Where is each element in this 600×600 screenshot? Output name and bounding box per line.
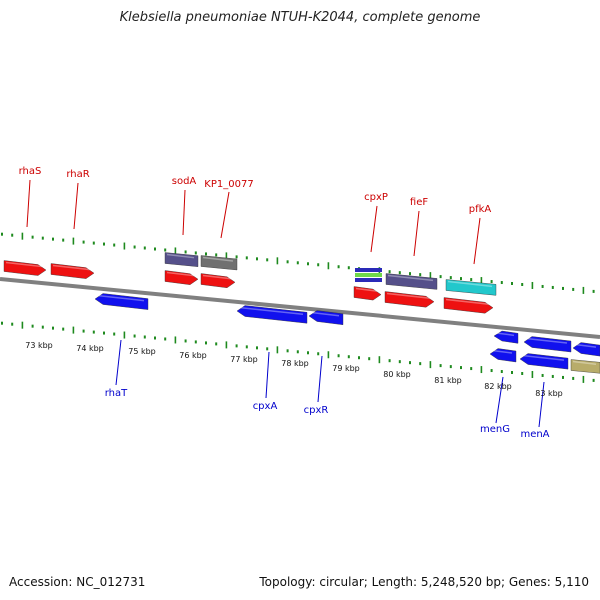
leader-rhaS bbox=[26, 179, 31, 228]
topology-text: Topology: circular; Length: 5,248,520 bp… bbox=[259, 575, 589, 589]
axis-tick-label: 74 kbp bbox=[76, 344, 104, 353]
gene-fieF-sheen bbox=[386, 292, 431, 299]
gene-fieF-alt-sheen bbox=[387, 274, 434, 282]
gene-label-fieF: fieF bbox=[410, 197, 428, 208]
gene-next-alt bbox=[572, 342, 600, 357]
gene-cpxR-sheen bbox=[310, 311, 340, 317]
leader-fieF bbox=[413, 210, 420, 257]
gene-menG-alt-sheen bbox=[495, 332, 515, 337]
gene-tan bbox=[570, 359, 600, 374]
reverse-tick-track bbox=[1, 321, 595, 383]
gene-menA-alt bbox=[523, 336, 572, 353]
gene-sodA-sheen bbox=[166, 271, 195, 277]
leader-rhaR bbox=[73, 182, 79, 230]
gene-label-rhaT: rhaT bbox=[105, 388, 128, 399]
gene-pfkA bbox=[443, 297, 494, 314]
gene-features bbox=[3, 252, 600, 374]
gene-pfkA-alt-sheen bbox=[447, 280, 493, 288]
axis-tick-label: 83 kbp bbox=[535, 389, 563, 398]
leader-cpxA bbox=[265, 351, 270, 399]
gene-kp1-0077-alt-sheen bbox=[202, 256, 234, 262]
gene-menA-sheen bbox=[521, 354, 565, 361]
gene-cpxR bbox=[308, 310, 344, 326]
gene-menG-alt bbox=[493, 330, 519, 344]
gene-menA bbox=[519, 353, 569, 370]
axis-tick-label: 75 kbp bbox=[128, 347, 156, 356]
gene-label-rhaR: rhaR bbox=[66, 169, 89, 180]
gene-cpxA-sheen bbox=[238, 306, 304, 316]
gene-pfkA-sheen bbox=[445, 298, 490, 305]
axis-tick-label: 77 kbp bbox=[230, 355, 258, 364]
gene-cpxP bbox=[353, 286, 382, 301]
gene-tan-sheen bbox=[572, 360, 597, 366]
genome-title: Klebsiella pneumoniae NTUH-K2044, comple… bbox=[119, 10, 481, 25]
gene-kp1-0077 bbox=[200, 273, 236, 288]
leader-pfkA bbox=[473, 217, 481, 265]
gene-menG bbox=[489, 348, 517, 363]
axis-tick-label: 81 kbp bbox=[434, 376, 462, 385]
gene-label-cpxP: cpxP bbox=[364, 192, 388, 203]
gene-sodA-alt-sheen bbox=[166, 253, 195, 259]
leader-sodA bbox=[182, 189, 186, 236]
gene-sodA bbox=[164, 270, 199, 285]
gene-label-cpxR: cpxR bbox=[304, 405, 329, 416]
gene-label-menA: menA bbox=[520, 429, 549, 440]
axis-tick-label: 76 kbp bbox=[179, 351, 207, 360]
axis-tick-label: 82 kbp bbox=[484, 382, 512, 391]
gene-menG-sheen bbox=[491, 349, 513, 354]
gene-rhaR-sheen bbox=[52, 264, 91, 271]
leader-menA bbox=[538, 381, 545, 428]
gene-sodA-alt bbox=[164, 252, 199, 267]
leader-kp1-0077 bbox=[220, 191, 230, 239]
gene-label-cpxA: cpxA bbox=[253, 401, 278, 412]
leader-cpxP bbox=[370, 205, 378, 253]
gene-rhaT bbox=[94, 293, 149, 310]
gene-label-kp1-0077: KP1_0077 bbox=[204, 179, 253, 190]
gene-rhaT-sheen bbox=[96, 294, 145, 302]
leader-rhaT bbox=[115, 339, 122, 386]
leader-cpxR bbox=[317, 355, 323, 403]
gene-cpxA bbox=[236, 305, 308, 324]
gene-fieF bbox=[384, 291, 435, 308]
gene-label-sodA: sodA bbox=[172, 176, 197, 187]
gene-cpxP-stripe bbox=[355, 273, 382, 277]
gene-next-alt-sheen bbox=[574, 343, 597, 348]
axis-tick-label: 79 kbp bbox=[332, 364, 360, 373]
gene-label-pfkA: pfkA bbox=[469, 204, 492, 215]
gene-label-menG: menG bbox=[480, 424, 510, 435]
axis-tick-label: 78 kbp bbox=[281, 359, 309, 368]
gene-cpxP-stripe bbox=[355, 268, 382, 272]
label-leader-lines bbox=[26, 179, 545, 428]
gene-rhaS-sheen bbox=[5, 261, 43, 268]
gene-rhaR bbox=[50, 263, 95, 279]
gene-label-rhaS: rhaS bbox=[19, 166, 42, 177]
gene-menA-alt-sheen bbox=[525, 337, 568, 344]
accession-text: Accession: NC_012731 bbox=[9, 575, 146, 589]
gene-kp1-0077-sheen bbox=[202, 274, 232, 280]
gene-rhaS bbox=[3, 260, 47, 276]
genome-backbone bbox=[0, 277, 600, 339]
axis-tick-label: 80 kbp bbox=[383, 370, 411, 379]
gene-fieF-alt bbox=[385, 273, 438, 290]
forward-tick-track bbox=[1, 232, 595, 294]
leader-menG bbox=[495, 376, 504, 424]
gene-cpxP-stripe bbox=[355, 278, 382, 282]
gene-cpxP-sheen bbox=[355, 287, 378, 292]
gene-pfkA-alt bbox=[445, 279, 497, 296]
axis-tick-label: 73 kbp bbox=[25, 341, 53, 350]
gene-kp1-0077-alt bbox=[200, 255, 238, 271]
